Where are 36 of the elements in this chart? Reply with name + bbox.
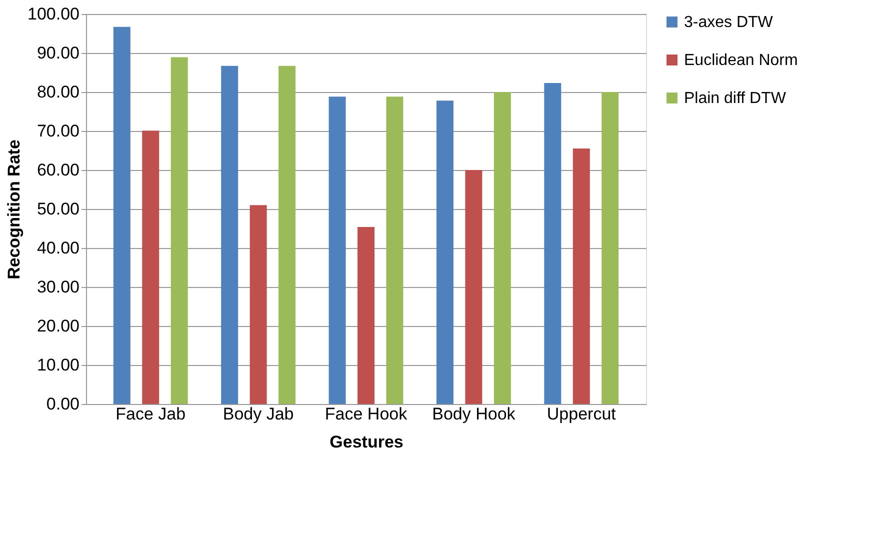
- bar: [113, 26, 130, 404]
- y-tick-label: 0.00: [46, 394, 80, 414]
- bar: [250, 205, 267, 404]
- y-tick-label: 30.00: [36, 278, 80, 296]
- x-tick-label: Face Jab: [116, 404, 186, 424]
- bar: [544, 83, 562, 404]
- y-tick-label: 80.00: [36, 82, 80, 102]
- bar: [386, 96, 404, 404]
- bar: [494, 92, 511, 404]
- bar: [358, 226, 374, 404]
- x-tick-label: Body Jab: [222, 404, 294, 424]
- y-tick-label: 20.00: [36, 316, 80, 336]
- bar: [572, 148, 590, 404]
- bar: [221, 66, 238, 404]
- bar: [170, 57, 188, 404]
- y-tick-label: 90.00: [36, 44, 80, 62]
- legend-label: 3-axes DTW: [684, 14, 774, 31]
- legend-label: Euclidean Norm: [684, 52, 798, 69]
- legend-label: Plain diff DTW: [684, 90, 787, 107]
- y-tick-label: 70.00: [36, 122, 80, 140]
- y-tick-label: 100.00: [28, 4, 80, 24]
- bar: [602, 92, 619, 404]
- bar: [328, 96, 346, 404]
- y-axis-title: Recognition Rate: [4, 140, 24, 280]
- x-tick-label: Face Hook: [324, 404, 408, 424]
- x-axis-title: Gestures: [330, 432, 404, 452]
- bar: [436, 100, 454, 404]
- x-tick-label: Body Hook: [432, 404, 516, 424]
- y-tick-label: 50.00: [36, 200, 80, 218]
- bar: [465, 170, 482, 404]
- y-tick-label: 60.00: [36, 160, 80, 180]
- bar: [278, 66, 296, 404]
- x-tick-label: Uppercut: [546, 404, 616, 424]
- y-tick-label: 10.00: [36, 356, 80, 374]
- y-tick-label: 40.00: [36, 238, 80, 258]
- bar: [142, 130, 160, 404]
